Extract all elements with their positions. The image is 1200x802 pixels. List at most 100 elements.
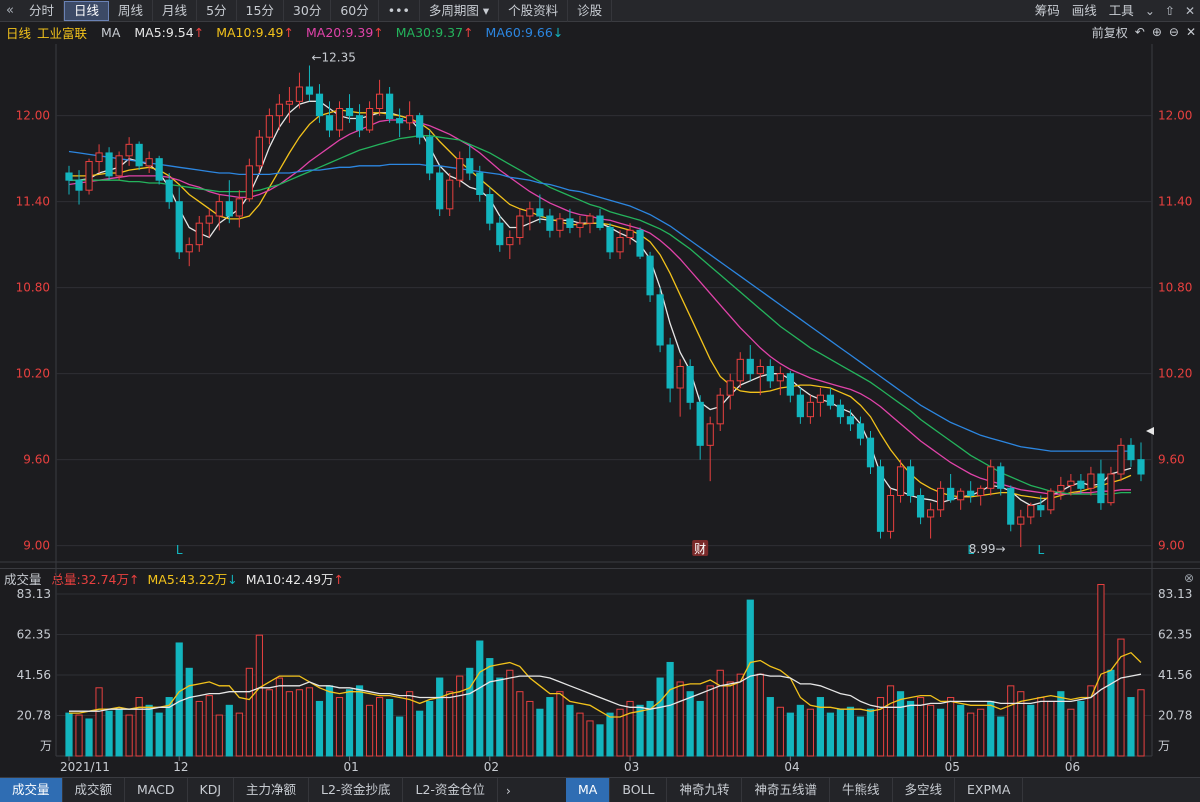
volume-bar (1037, 697, 1045, 757)
chip-distribution-button[interactable]: 筹码 (1034, 3, 1060, 18)
close-icon[interactable]: ⊗ (1183, 571, 1194, 585)
volume-total-text: 总量:32.74万 (51, 572, 130, 587)
candle-body (195, 222, 203, 246)
volume-bar (546, 697, 554, 757)
adjust-mode-button[interactable]: 前复权 (1091, 25, 1128, 40)
volume-bar (375, 697, 384, 757)
volume-bar (155, 712, 163, 757)
marker-l: L (967, 543, 974, 557)
period-tab[interactable]: 周线 (109, 0, 154, 22)
candle-body (105, 152, 113, 177)
candle-body (1137, 459, 1145, 475)
zoom-out-icon[interactable]: ⊖ (1168, 25, 1179, 39)
volume-bar (255, 634, 263, 757)
period-tab[interactable]: ••• (379, 0, 420, 22)
volume-ma10: MA10:42.49万↑ (246, 569, 344, 588)
zoom-in-icon[interactable]: ⊕ (1151, 25, 1162, 39)
period-tab[interactable]: 5分 (197, 0, 237, 22)
volume-title[interactable]: 成交量 (4, 572, 42, 587)
volume-bar (856, 716, 865, 757)
period-tab[interactable]: 分时 (20, 0, 65, 22)
candle-body (1057, 484, 1065, 492)
period-tab[interactable]: 15分 (237, 0, 284, 22)
candle-body (506, 237, 514, 246)
volume-bar (596, 724, 604, 757)
overlay-tab[interactable]: EXPMA (955, 778, 1024, 802)
candle-body (516, 215, 524, 238)
candle-body (967, 490, 975, 497)
draw-line-button[interactable]: 画线 (1071, 3, 1097, 18)
period-tab[interactable]: 月线 (153, 0, 198, 22)
candle-body (1017, 516, 1025, 525)
period-tab[interactable]: 个股资料 (499, 0, 569, 22)
ma30-text: MA30:9.37 (395, 24, 464, 40)
volume-bar (706, 685, 714, 757)
volume-unit-left: 万 (40, 739, 52, 753)
volume-tick-right: 83.13 (1158, 587, 1192, 601)
candle-body (345, 108, 354, 117)
candle-body (636, 229, 644, 257)
volume-bar (666, 661, 674, 757)
indicator-tab[interactable]: 主力净额 (234, 778, 310, 802)
ma-line-ma20 (68, 119, 1131, 495)
candle-body (396, 118, 404, 124)
chevron-right-icon[interactable]: › (505, 782, 511, 798)
close-icon[interactable]: ✕ (1185, 25, 1196, 39)
stock-name[interactable]: 工业富联 (37, 25, 88, 41)
volume-bar (335, 697, 344, 757)
overlay-tab[interactable]: MA (566, 778, 611, 802)
period-tab[interactable]: 60分 (331, 0, 379, 22)
period-tab[interactable]: 30分 (284, 0, 332, 22)
volume-tick-left: 62.35 (17, 627, 51, 641)
volume-tick-left: 83.13 (17, 587, 51, 601)
tools-button[interactable]: 工具 (1108, 3, 1134, 18)
volume-bar (85, 718, 93, 757)
volume-bar (175, 642, 183, 757)
low-price-label: 8.99→ (969, 542, 1006, 556)
ma10-text: MA10:9.49 (216, 24, 284, 40)
arrow-up-icon[interactable]: ⇧ (1164, 4, 1175, 18)
indicator-tab[interactable]: 成交量 (0, 778, 63, 802)
volume-bar (1077, 700, 1085, 757)
candle-body (1127, 444, 1135, 461)
volume-bar (195, 700, 203, 757)
volume-bar (1007, 685, 1015, 757)
period-tab[interactable]: 诊股 (568, 0, 613, 22)
volume-bar (325, 685, 334, 757)
overlay-tab[interactable]: BOLL (610, 778, 668, 802)
overlay-tab[interactable]: 牛熊线 (830, 778, 893, 802)
undo-icon[interactable]: ↶ (1134, 25, 1145, 39)
indicator-tab[interactable]: MACD (125, 778, 188, 802)
x-tick-label: 01 (344, 760, 359, 774)
overlay-tab[interactable]: 神奇五线谱 (742, 778, 830, 802)
candle-body (185, 244, 193, 253)
indicator-tab[interactable]: L2-资金抄底 (309, 778, 404, 802)
candle-body (325, 115, 334, 131)
candle-body (556, 218, 564, 231)
candle-body (1097, 473, 1105, 504)
close-icon[interactable]: ✕ (1184, 4, 1195, 18)
candlesticks (65, 65, 1145, 548)
volume-bar (75, 714, 83, 757)
volume-bar (486, 658, 494, 757)
candle-body (365, 108, 374, 131)
volume-bar (716, 669, 724, 757)
indicator-tab[interactable]: L2-资金仓位 (403, 778, 498, 802)
chevron-down-icon[interactable]: ⌄ (1144, 4, 1155, 18)
price-tick-left: 12.00 (16, 109, 50, 123)
period-tab[interactable]: 日线 (64, 0, 110, 21)
indicator-tab[interactable]: 成交额 (63, 778, 126, 802)
period-tab[interactable]: 多周期图 ▾ (420, 0, 500, 22)
candle-body (786, 373, 794, 396)
arrow-up-icon: ↑ (463, 24, 474, 40)
ma-indicator-label[interactable]: MA (101, 24, 121, 40)
arrow-up-icon: ↑ (283, 24, 294, 40)
overlay-tab[interactable]: 多空线 (893, 778, 956, 802)
ma10-value: MA10:9.49↑ (216, 25, 294, 40)
indicator-tab[interactable]: KDJ (188, 778, 235, 802)
overlay-tab[interactable]: 神奇九转 (667, 778, 743, 802)
chevron-left-icon[interactable]: « (6, 3, 14, 18)
candle-body (586, 215, 594, 224)
volume-bar (776, 706, 784, 757)
